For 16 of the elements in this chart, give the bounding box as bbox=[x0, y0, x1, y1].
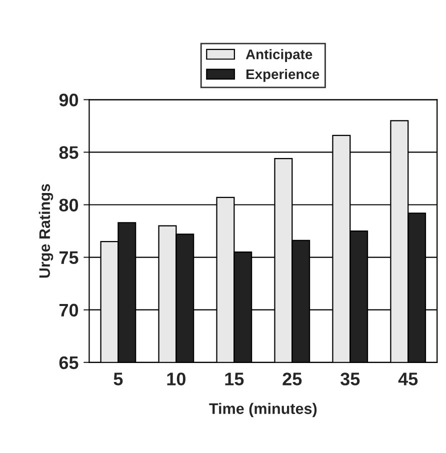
legend-label: Anticipate bbox=[246, 49, 312, 62]
x-axis-title: Time (minutes) bbox=[209, 402, 317, 418]
x-tick-label: 25 bbox=[282, 372, 302, 386]
y-tick-label: 85 bbox=[59, 146, 78, 159]
y-tick-label: 80 bbox=[59, 198, 78, 212]
y-tick-label: 90 bbox=[59, 94, 78, 106]
y-axis-title: Urge Ratings bbox=[38, 184, 54, 278]
x-tick-label: 35 bbox=[340, 372, 360, 386]
x-tick-label: 45 bbox=[398, 372, 418, 386]
legend-label: Experience bbox=[246, 68, 320, 82]
x-tick-label: 10 bbox=[167, 372, 186, 386]
y-tick-label: 75 bbox=[59, 251, 78, 264]
y-tick-label: 65 bbox=[59, 356, 78, 370]
x-tick-label: 15 bbox=[225, 372, 244, 386]
y-tick-label: 70 bbox=[59, 304, 78, 317]
x-tick-label: 5 bbox=[114, 372, 123, 386]
